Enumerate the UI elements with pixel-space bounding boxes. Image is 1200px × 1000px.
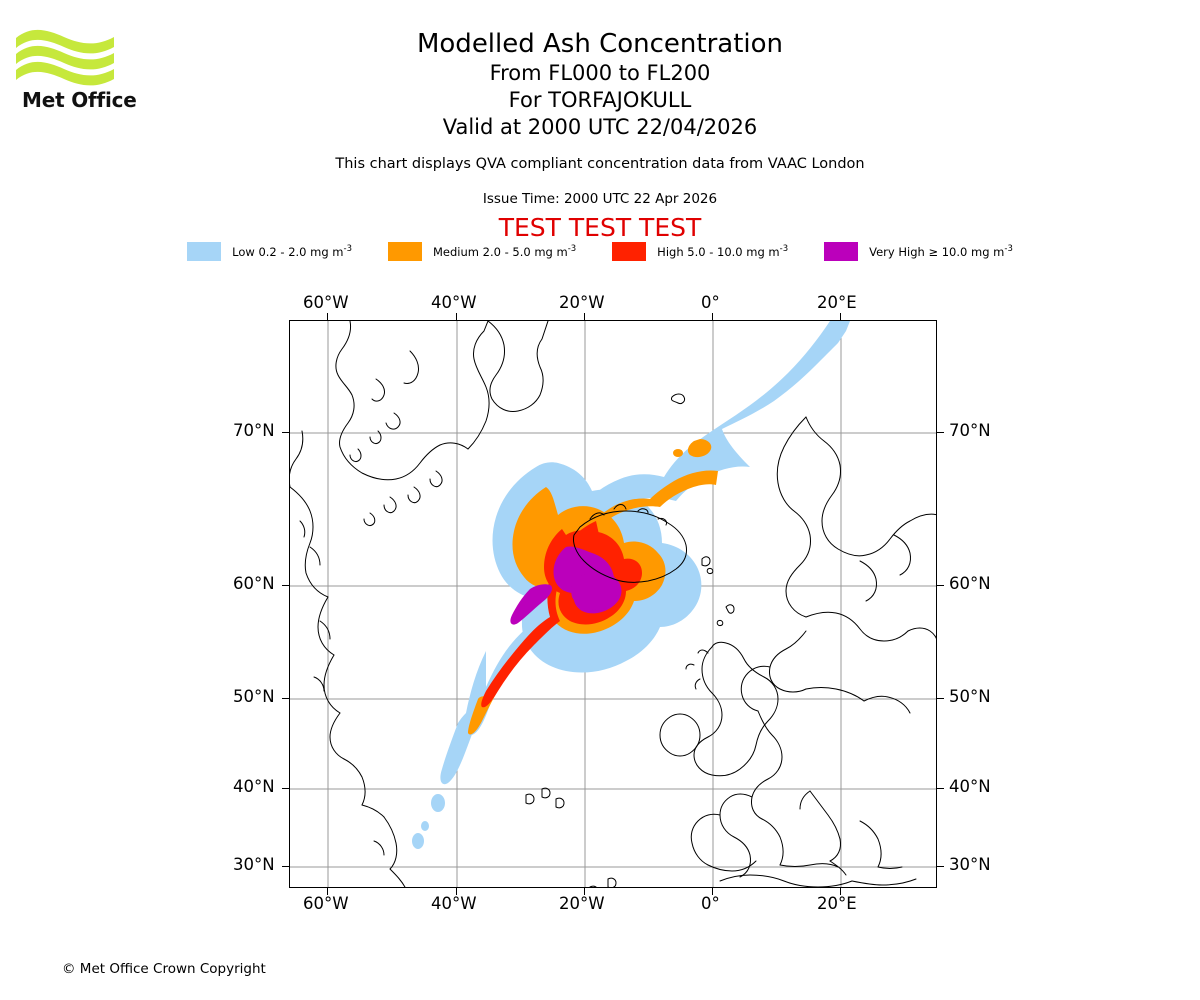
lat-label-right-60n: 60°N <box>949 574 991 593</box>
tick-bottom <box>456 888 457 895</box>
tick-right <box>937 866 944 867</box>
tick-left <box>282 432 289 433</box>
lon-label-top-60w: 60°W <box>303 293 349 312</box>
lat-label-right-30n: 30°N <box>949 855 991 874</box>
legend-label-medium: Medium 2.0 - 5.0 mg m-3 <box>432 244 577 259</box>
tick-left <box>282 698 289 699</box>
lat-label-left-60n: 60°N <box>233 574 275 593</box>
met-office-wave-icon <box>16 29 114 86</box>
lat-label-right-50n: 50°N <box>949 687 991 706</box>
legend-item-high: High 5.0 - 10.0 mg m-3 <box>612 242 788 261</box>
flight-level-range: From FL000 to FL200 <box>489 61 711 85</box>
lon-label-top-40w: 40°W <box>431 293 477 312</box>
tick-bottom <box>584 888 585 895</box>
concentration-legend: Low 0.2 - 2.0 mg m-3 Medium 2.0 - 5.0 mg… <box>0 242 1200 261</box>
tick-bottom <box>712 888 713 895</box>
lat-label-left-30n: 30°N <box>233 855 275 874</box>
copyright-footer: © Met Office Crown Copyright <box>62 961 266 977</box>
issue-time: Issue Time: 2000 UTC 22 Apr 2026 <box>482 191 718 207</box>
coastlines <box>290 321 936 887</box>
tick-top <box>456 313 457 320</box>
legend-swatch-medium <box>387 242 422 261</box>
lon-label-bottom-40w: 40°W <box>431 894 477 913</box>
met-office-logo-text: Met Office <box>22 88 137 112</box>
legend-swatch-high <box>612 242 647 261</box>
legend-label-low: Low 0.2 - 2.0 mg m-3 <box>232 244 352 259</box>
lon-label-bottom-20e: 20°E <box>817 894 857 913</box>
test-banner: TEST TEST TEST <box>498 213 702 242</box>
legend-item-low: Low 0.2 - 2.0 mg m-3 <box>187 242 352 261</box>
tick-right <box>937 432 944 433</box>
legend-item-very-high: Very High ≥ 10.0 mg m-3 <box>824 242 1013 261</box>
tick-left <box>282 788 289 789</box>
tick-top <box>712 313 713 320</box>
lon-label-bottom-20w: 20°W <box>559 894 605 913</box>
tick-top <box>584 313 585 320</box>
lon-label-top-20e: 20°E <box>817 293 857 312</box>
tick-left <box>282 585 289 586</box>
title-block: Modelled Ash Concentration From FL000 to… <box>0 28 1200 141</box>
lat-label-left-50n: 50°N <box>233 687 275 706</box>
valid-time: Valid at 2000 UTC 22/04/2026 <box>442 115 758 139</box>
lat-label-right-70n: 70°N <box>949 421 991 440</box>
legend-swatch-low <box>187 242 222 261</box>
tick-right <box>937 698 944 699</box>
tick-right <box>937 585 944 586</box>
legend-item-medium: Medium 2.0 - 5.0 mg m-3 <box>387 242 577 261</box>
chart-note: This chart displays QVA compliant concen… <box>335 156 865 172</box>
ash-plume-very-high <box>510 546 622 625</box>
legend-swatch-very-high <box>824 242 859 261</box>
legend-label-high: High 5.0 - 10.0 mg m-3 <box>657 244 789 259</box>
tick-top <box>327 313 328 320</box>
page-title: Modelled Ash Concentration <box>416 29 784 59</box>
tick-bottom <box>840 888 841 895</box>
lat-label-left-40n: 40°N <box>233 777 275 796</box>
tick-right <box>937 788 944 789</box>
lon-label-top-0: 0° <box>701 293 720 312</box>
lon-label-bottom-60w: 60°W <box>303 894 349 913</box>
volcano-name: For TORFAJOKULL <box>508 88 692 112</box>
tick-bottom <box>327 888 328 895</box>
lon-label-top-20w: 20°W <box>559 293 605 312</box>
lon-label-bottom-0: 0° <box>701 894 720 913</box>
tick-top <box>840 313 841 320</box>
ash-concentration-map[interactable] <box>289 320 937 888</box>
legend-label-very-high: Very High ≥ 10.0 mg m-3 <box>869 244 1013 259</box>
tick-left <box>282 866 289 867</box>
met-office-logo: Met Office <box>14 26 204 126</box>
lat-label-right-40n: 40°N <box>949 777 991 796</box>
lat-label-left-70n: 70°N <box>233 421 275 440</box>
